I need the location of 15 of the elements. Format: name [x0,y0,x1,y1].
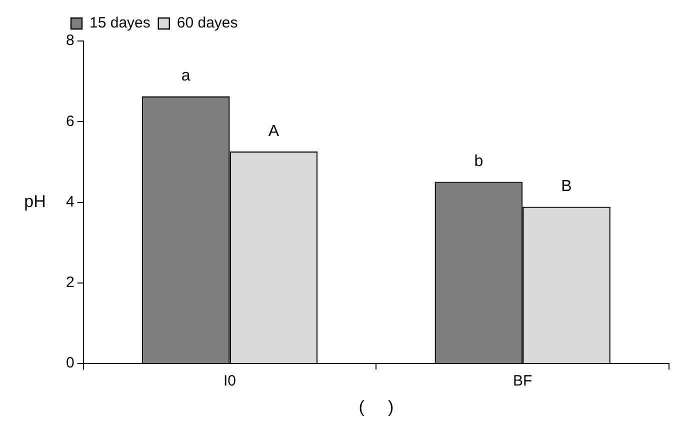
y-tick-label: 2 [66,274,74,292]
y-tick-label: 6 [66,112,74,130]
y-axis-title: pH [24,192,46,211]
x-tick-label: BF [513,372,532,390]
legend-label: 15 dayes [90,14,150,32]
y-tick-label: 8 [66,32,74,50]
annotation: A [268,122,280,140]
annotation: a [181,68,190,85]
y-tick-label: 4 [66,193,74,210]
annotation: b [474,153,484,170]
annotation: B [561,178,572,196]
x-tick-label: I0 [224,372,236,390]
legend-label: 60 dayes [176,14,238,32]
x-axis-title: ( ) [358,397,394,416]
y-tick-label: 0 [66,354,74,372]
